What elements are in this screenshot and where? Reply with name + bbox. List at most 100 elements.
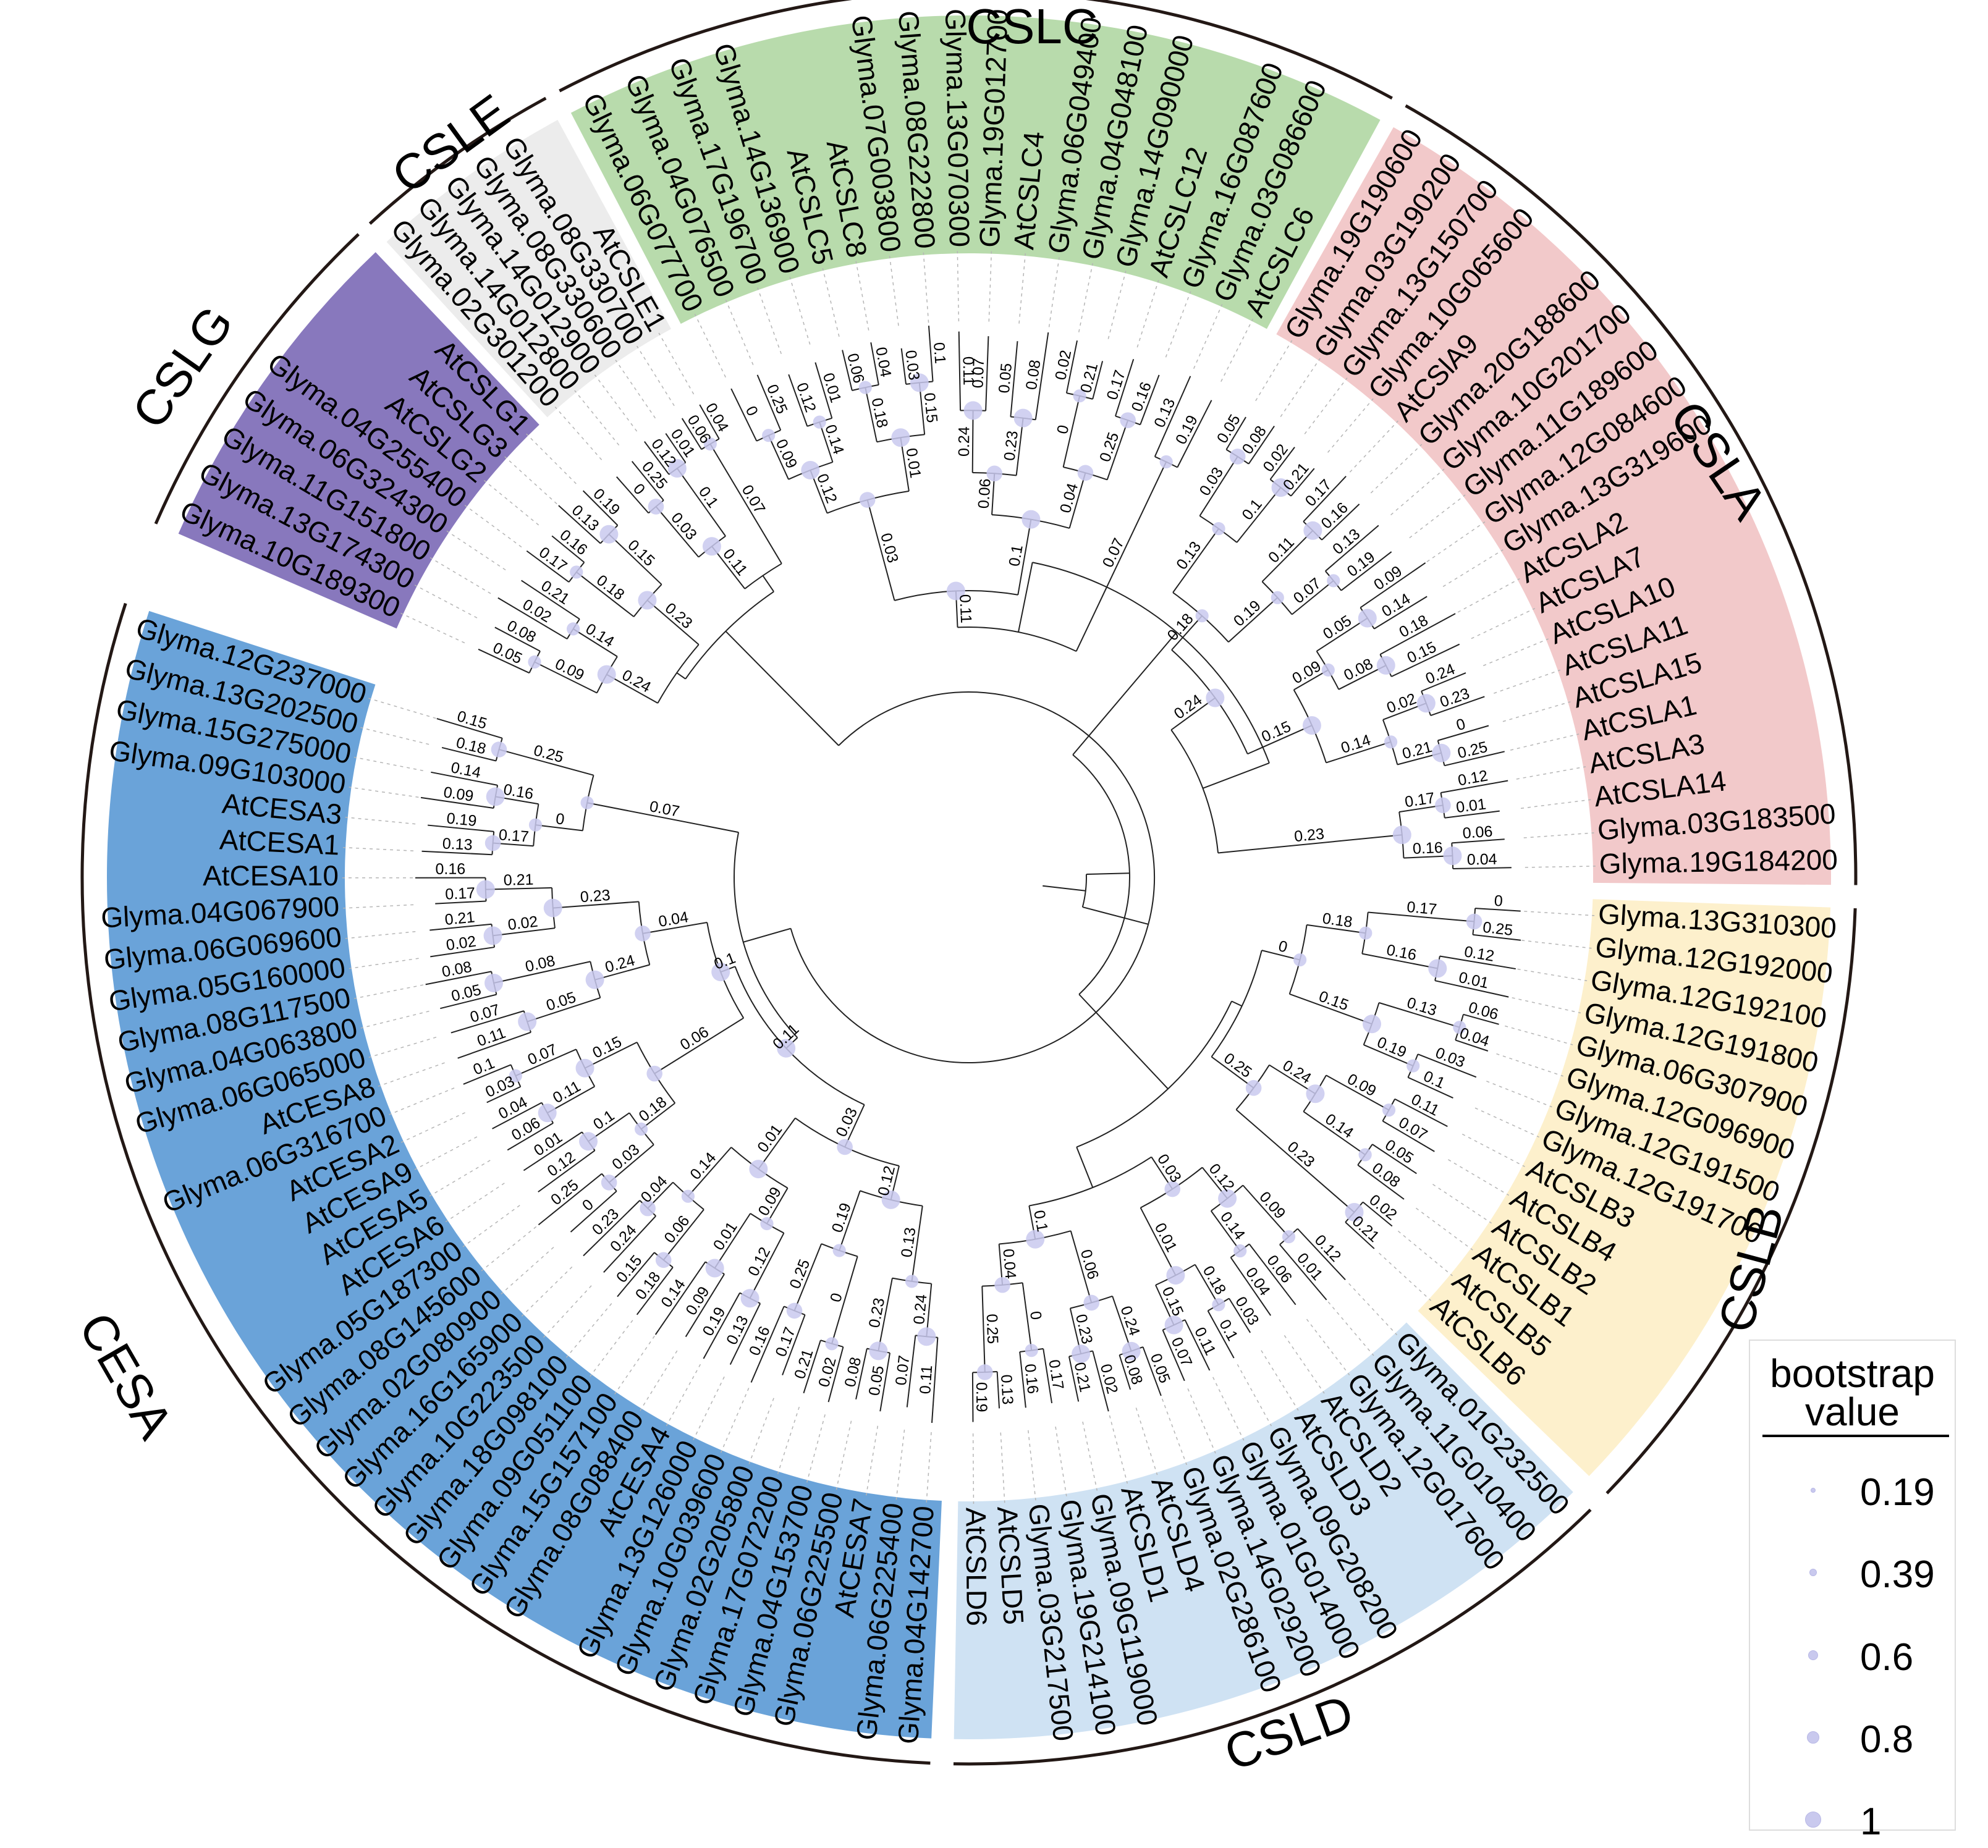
- branch: [586, 802, 739, 833]
- branch-length-label: 0.1: [471, 1055, 497, 1079]
- tip-leader: [1525, 866, 1596, 868]
- branch: [1229, 1297, 1251, 1333]
- branch-length-label: 0.17: [498, 826, 530, 845]
- branch: [1297, 1228, 1346, 1281]
- branch-length-label: 0.16: [1412, 839, 1443, 858]
- clade-sector-cslc: [570, 15, 1381, 329]
- bootstrap-dot: [1072, 1344, 1091, 1364]
- bootstrap-dot: [528, 818, 543, 832]
- branch: [1235, 1109, 1355, 1213]
- bootstrap-dot: [832, 1244, 846, 1257]
- branch-length-label: 0: [555, 810, 565, 828]
- branch: [842, 350, 853, 391]
- tip-leader: [353, 984, 424, 999]
- branch: [1177, 400, 1212, 468]
- tip-leader: [988, 251, 992, 322]
- branch-length-label: 0.18: [1321, 909, 1353, 931]
- branch-length-label: 0.01: [1457, 969, 1491, 992]
- branch-length-label: 0.17: [1406, 898, 1437, 918]
- bootstrap-dot: [1021, 510, 1041, 529]
- tip-leader: [1220, 318, 1254, 382]
- bootstrap-dot: [1453, 1021, 1466, 1034]
- branch: [631, 460, 664, 501]
- clade-sector-cslb: [1418, 899, 1831, 1477]
- branch: [1453, 867, 1512, 869]
- branch-length-label: 0.15: [921, 392, 941, 423]
- branch-length-label: 0.04: [999, 1248, 1019, 1280]
- tip-leader: [483, 480, 539, 526]
- tip-leader: [1521, 940, 1592, 949]
- bootstrap-legend: bootstrap value 0.19 0.39 0.6 0.8 1: [1749, 1340, 1956, 1843]
- bootstrap-dot: [1083, 1294, 1100, 1311]
- branch: [1140, 374, 1160, 425]
- bootstrap-dot: [801, 460, 820, 479]
- branch: [1142, 1346, 1162, 1396]
- branch: [1360, 562, 1426, 609]
- bootstrap-dot: [1077, 465, 1094, 481]
- clade-sector-csle: [386, 120, 672, 418]
- branch: [782, 1314, 806, 1375]
- tip-leader: [429, 1160, 491, 1197]
- tip-leader: [1280, 358, 1321, 417]
- branch: [1372, 1144, 1417, 1175]
- branch: [1363, 1044, 1414, 1066]
- branch: [1230, 1257, 1272, 1316]
- branch: [646, 599, 700, 645]
- bootstrap-dot: [1206, 688, 1225, 707]
- branch: [714, 1213, 751, 1269]
- tip-leader: [526, 433, 577, 484]
- branch-length-label: 0: [1277, 937, 1289, 956]
- bootstrap-dot: [1245, 1080, 1262, 1096]
- branch: [1326, 1074, 1390, 1111]
- branch-length-label: 0.23: [1000, 430, 1021, 462]
- branch: [1162, 1330, 1185, 1382]
- branch: [703, 1292, 741, 1359]
- branch-length-label: 0.21: [1077, 361, 1101, 395]
- bootstrap-dot: [917, 1327, 936, 1346]
- branch: [1439, 955, 1516, 970]
- branch-length-label: 0.11: [956, 594, 975, 623]
- branch: [558, 505, 601, 544]
- branch-length-label: 0.1: [1238, 496, 1266, 523]
- branch: [616, 476, 649, 514]
- branch: [1326, 741, 1391, 764]
- bootstrap-dot: [599, 525, 619, 544]
- tip-leader: [429, 557, 491, 594]
- legend-title-line1: bootstrap: [1770, 1351, 1935, 1396]
- branch: [1261, 950, 1300, 961]
- tip-leader: [343, 904, 414, 909]
- tip-leader: [748, 1398, 774, 1464]
- branch: [729, 1303, 761, 1365]
- tip-leader: [349, 787, 419, 798]
- tip-leader: [1474, 1107, 1540, 1138]
- branch-length-label: 0.02: [1097, 1362, 1121, 1396]
- branch: [450, 1010, 525, 1034]
- tip-leader: [889, 256, 899, 326]
- tip-leader: [414, 584, 478, 618]
- branch-length-label: 0.1: [1030, 1209, 1051, 1233]
- tip-leader: [414, 1136, 478, 1170]
- bootstrap-dot: [575, 1058, 594, 1078]
- branch: [1068, 1356, 1080, 1402]
- clade-arc-cslb: [1605, 908, 1857, 1495]
- branch-length-label: 0.08: [523, 952, 557, 976]
- branch: [1062, 395, 1081, 468]
- tip-leader: [343, 846, 414, 851]
- branch: [788, 374, 808, 427]
- branch: [606, 673, 658, 704]
- branch: [430, 947, 495, 958]
- tip-leader: [658, 332, 695, 395]
- branch: [699, 404, 720, 439]
- branch: [996, 1371, 1000, 1409]
- branch-length-label: 0.09: [442, 783, 475, 805]
- branch: [1017, 562, 1033, 633]
- tip-leader: [1136, 280, 1159, 348]
- clade-sectors: [106, 15, 1831, 1739]
- bootstrap-dot: [1376, 656, 1395, 675]
- branch: [1473, 934, 1521, 941]
- bootstrap-dot: [518, 1012, 537, 1031]
- bootstrap-dot: [634, 1122, 648, 1136]
- bootstrap-dot: [905, 1275, 919, 1288]
- branch: [1171, 615, 1203, 651]
- branch-length-label: 0.13: [442, 835, 473, 853]
